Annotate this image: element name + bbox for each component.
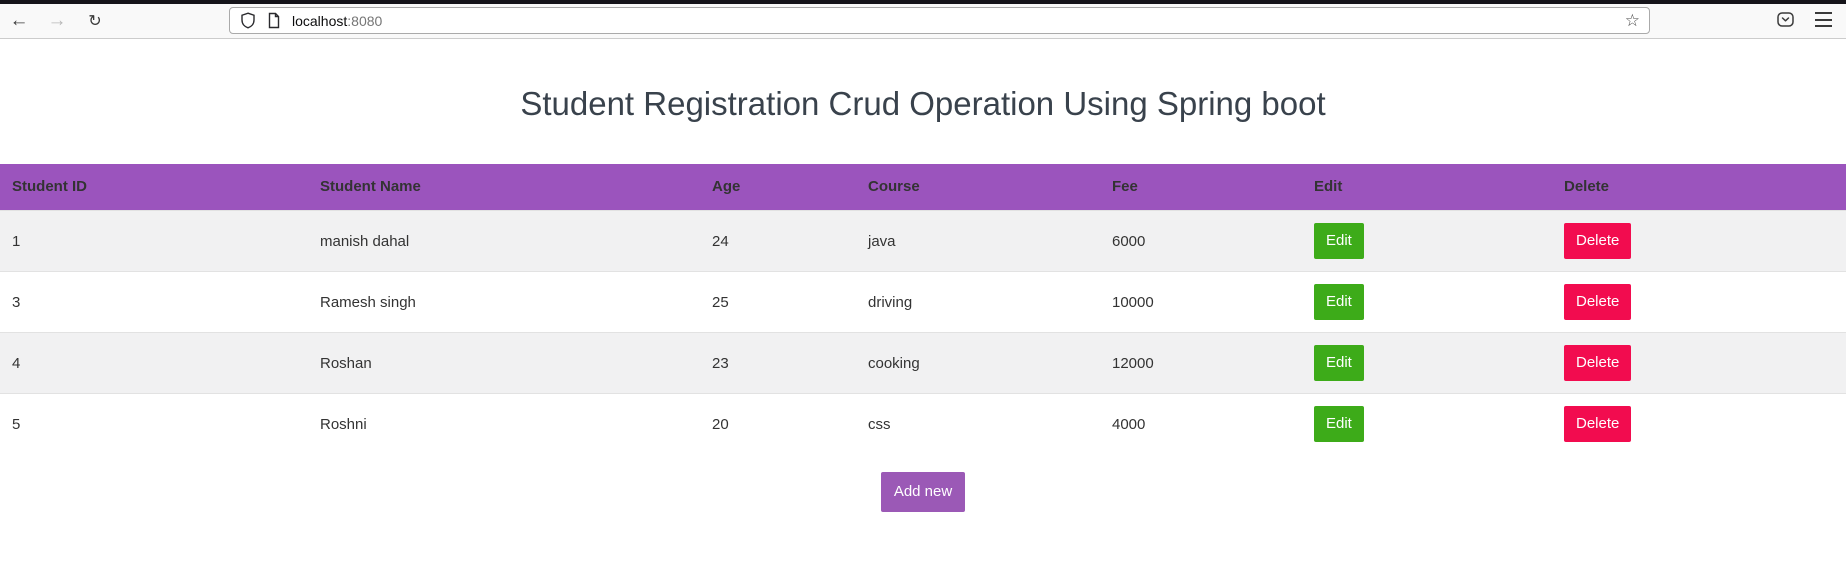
cell-course: css	[856, 393, 1100, 454]
cell-fee: 10000	[1100, 271, 1302, 333]
cell-age: 23	[700, 332, 856, 394]
delete-button[interactable]: Delete	[1564, 284, 1632, 320]
reload-button[interactable]: ↻	[81, 7, 109, 35]
url-text: localhost:8080	[292, 13, 382, 29]
page-icon[interactable]	[267, 12, 281, 29]
header-fee: Fee	[1100, 164, 1302, 211]
browser-toolbar: ← → ↻ localhost:8080 ☆	[0, 0, 1846, 39]
cell-course: java	[856, 210, 1100, 272]
delete-button[interactable]: Delete	[1564, 223, 1632, 259]
forward-icon: →	[47, 10, 67, 31]
cell-course: cooking	[856, 332, 1100, 394]
cell-student-name: Ramesh singh	[308, 271, 700, 333]
cell-student-id: 5	[0, 393, 308, 454]
students-table: Student ID Student Name Age Course Fee E…	[0, 164, 1846, 454]
url-host: localhost	[292, 12, 348, 29]
delete-button[interactable]: Delete	[1564, 345, 1632, 381]
edit-button[interactable]: Edit	[1314, 345, 1364, 381]
back-button[interactable]: ←	[5, 7, 33, 35]
table-row: 3 Ramesh singh 25 driving 10000 Edit Del…	[0, 271, 1846, 333]
menu-icon[interactable]	[1813, 12, 1833, 27]
url-port: :8080	[347, 12, 383, 29]
header-edit: Edit	[1302, 164, 1552, 211]
cell-delete: Delete	[1552, 393, 1846, 454]
cell-course: driving	[856, 271, 1100, 333]
page-title: Student Registration Crud Operation Usin…	[520, 85, 1326, 122]
cell-delete: Delete	[1552, 332, 1846, 394]
cell-fee: 4000	[1100, 393, 1302, 454]
cell-student-name: Roshan	[308, 332, 700, 394]
back-icon: ←	[9, 10, 29, 31]
forward-button[interactable]: →	[43, 7, 71, 35]
table-header-row: Student ID Student Name Age Course Fee E…	[0, 164, 1846, 211]
cell-edit: Edit	[1302, 210, 1552, 272]
add-new-container: Add new	[0, 472, 1846, 512]
pocket-icon[interactable]	[1776, 10, 1795, 29]
edit-button[interactable]: Edit	[1314, 223, 1364, 259]
url-bar[interactable]: localhost:8080 ☆	[229, 7, 1650, 34]
table-row: 5 Roshni 20 css 4000 Edit Delete	[0, 393, 1846, 454]
edit-button[interactable]: Edit	[1314, 284, 1364, 320]
shield-icon[interactable]	[240, 12, 256, 29]
cell-student-name: manish dahal	[308, 210, 700, 272]
header-student-name: Student Name	[308, 164, 700, 211]
cell-age: 24	[700, 210, 856, 272]
reload-icon: ↻	[88, 13, 102, 30]
cell-student-id: 1	[0, 210, 308, 272]
edit-button[interactable]: Edit	[1314, 406, 1364, 442]
table-row: 1 manish dahal 24 java 6000 Edit Delete	[0, 210, 1846, 272]
cell-student-id: 4	[0, 332, 308, 394]
header-age: Age	[700, 164, 856, 211]
cell-edit: Edit	[1302, 271, 1552, 333]
header-student-id: Student ID	[0, 164, 308, 211]
cell-edit: Edit	[1302, 393, 1552, 454]
cell-edit: Edit	[1302, 332, 1552, 394]
cell-delete: Delete	[1552, 271, 1846, 333]
delete-button[interactable]: Delete	[1564, 406, 1632, 442]
cell-student-name: Roshni	[308, 393, 700, 454]
cell-delete: Delete	[1552, 210, 1846, 272]
cell-age: 25	[700, 271, 856, 333]
cell-student-id: 3	[0, 271, 308, 333]
header-delete: Delete	[1552, 164, 1846, 211]
bookmark-star-icon[interactable]: ☆	[1624, 10, 1640, 30]
cell-fee: 12000	[1100, 332, 1302, 394]
add-new-button[interactable]: Add new	[880, 472, 966, 512]
window-top-edge	[0, 0, 1846, 4]
header-course: Course	[856, 164, 1100, 211]
cell-age: 20	[700, 393, 856, 454]
table-row: 4 Roshan 23 cooking 12000 Edit Delete	[0, 332, 1846, 394]
cell-fee: 6000	[1100, 210, 1302, 272]
